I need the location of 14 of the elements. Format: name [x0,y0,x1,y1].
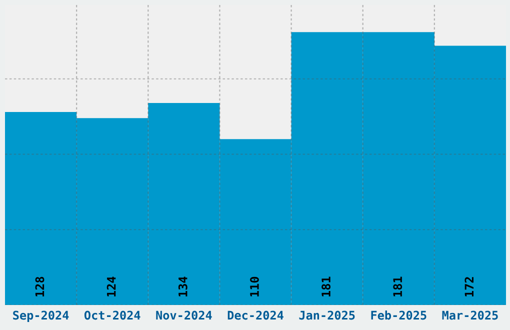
x-tick-label: Feb-2025 [371,310,426,320]
x-tick-label: Sep-2024 [13,310,69,322]
x-tick-label: Mar-2025 [442,310,498,320]
data-label: 124 [106,276,116,296]
data-label: 128 [35,276,44,296]
x-tick-label: Oct-2024 [84,310,140,320]
data-label: 172 [464,277,474,296]
data-label: 181 [322,276,330,296]
x-tick-label: Dec-2024 [228,310,284,320]
x-tick-label: Nov-2024 [156,310,212,320]
data-label: 134 [178,276,188,296]
x-tick-label: Jan-2025 [299,310,355,320]
data-label: 181 [393,276,402,296]
data-label: 110 [250,276,259,296]
